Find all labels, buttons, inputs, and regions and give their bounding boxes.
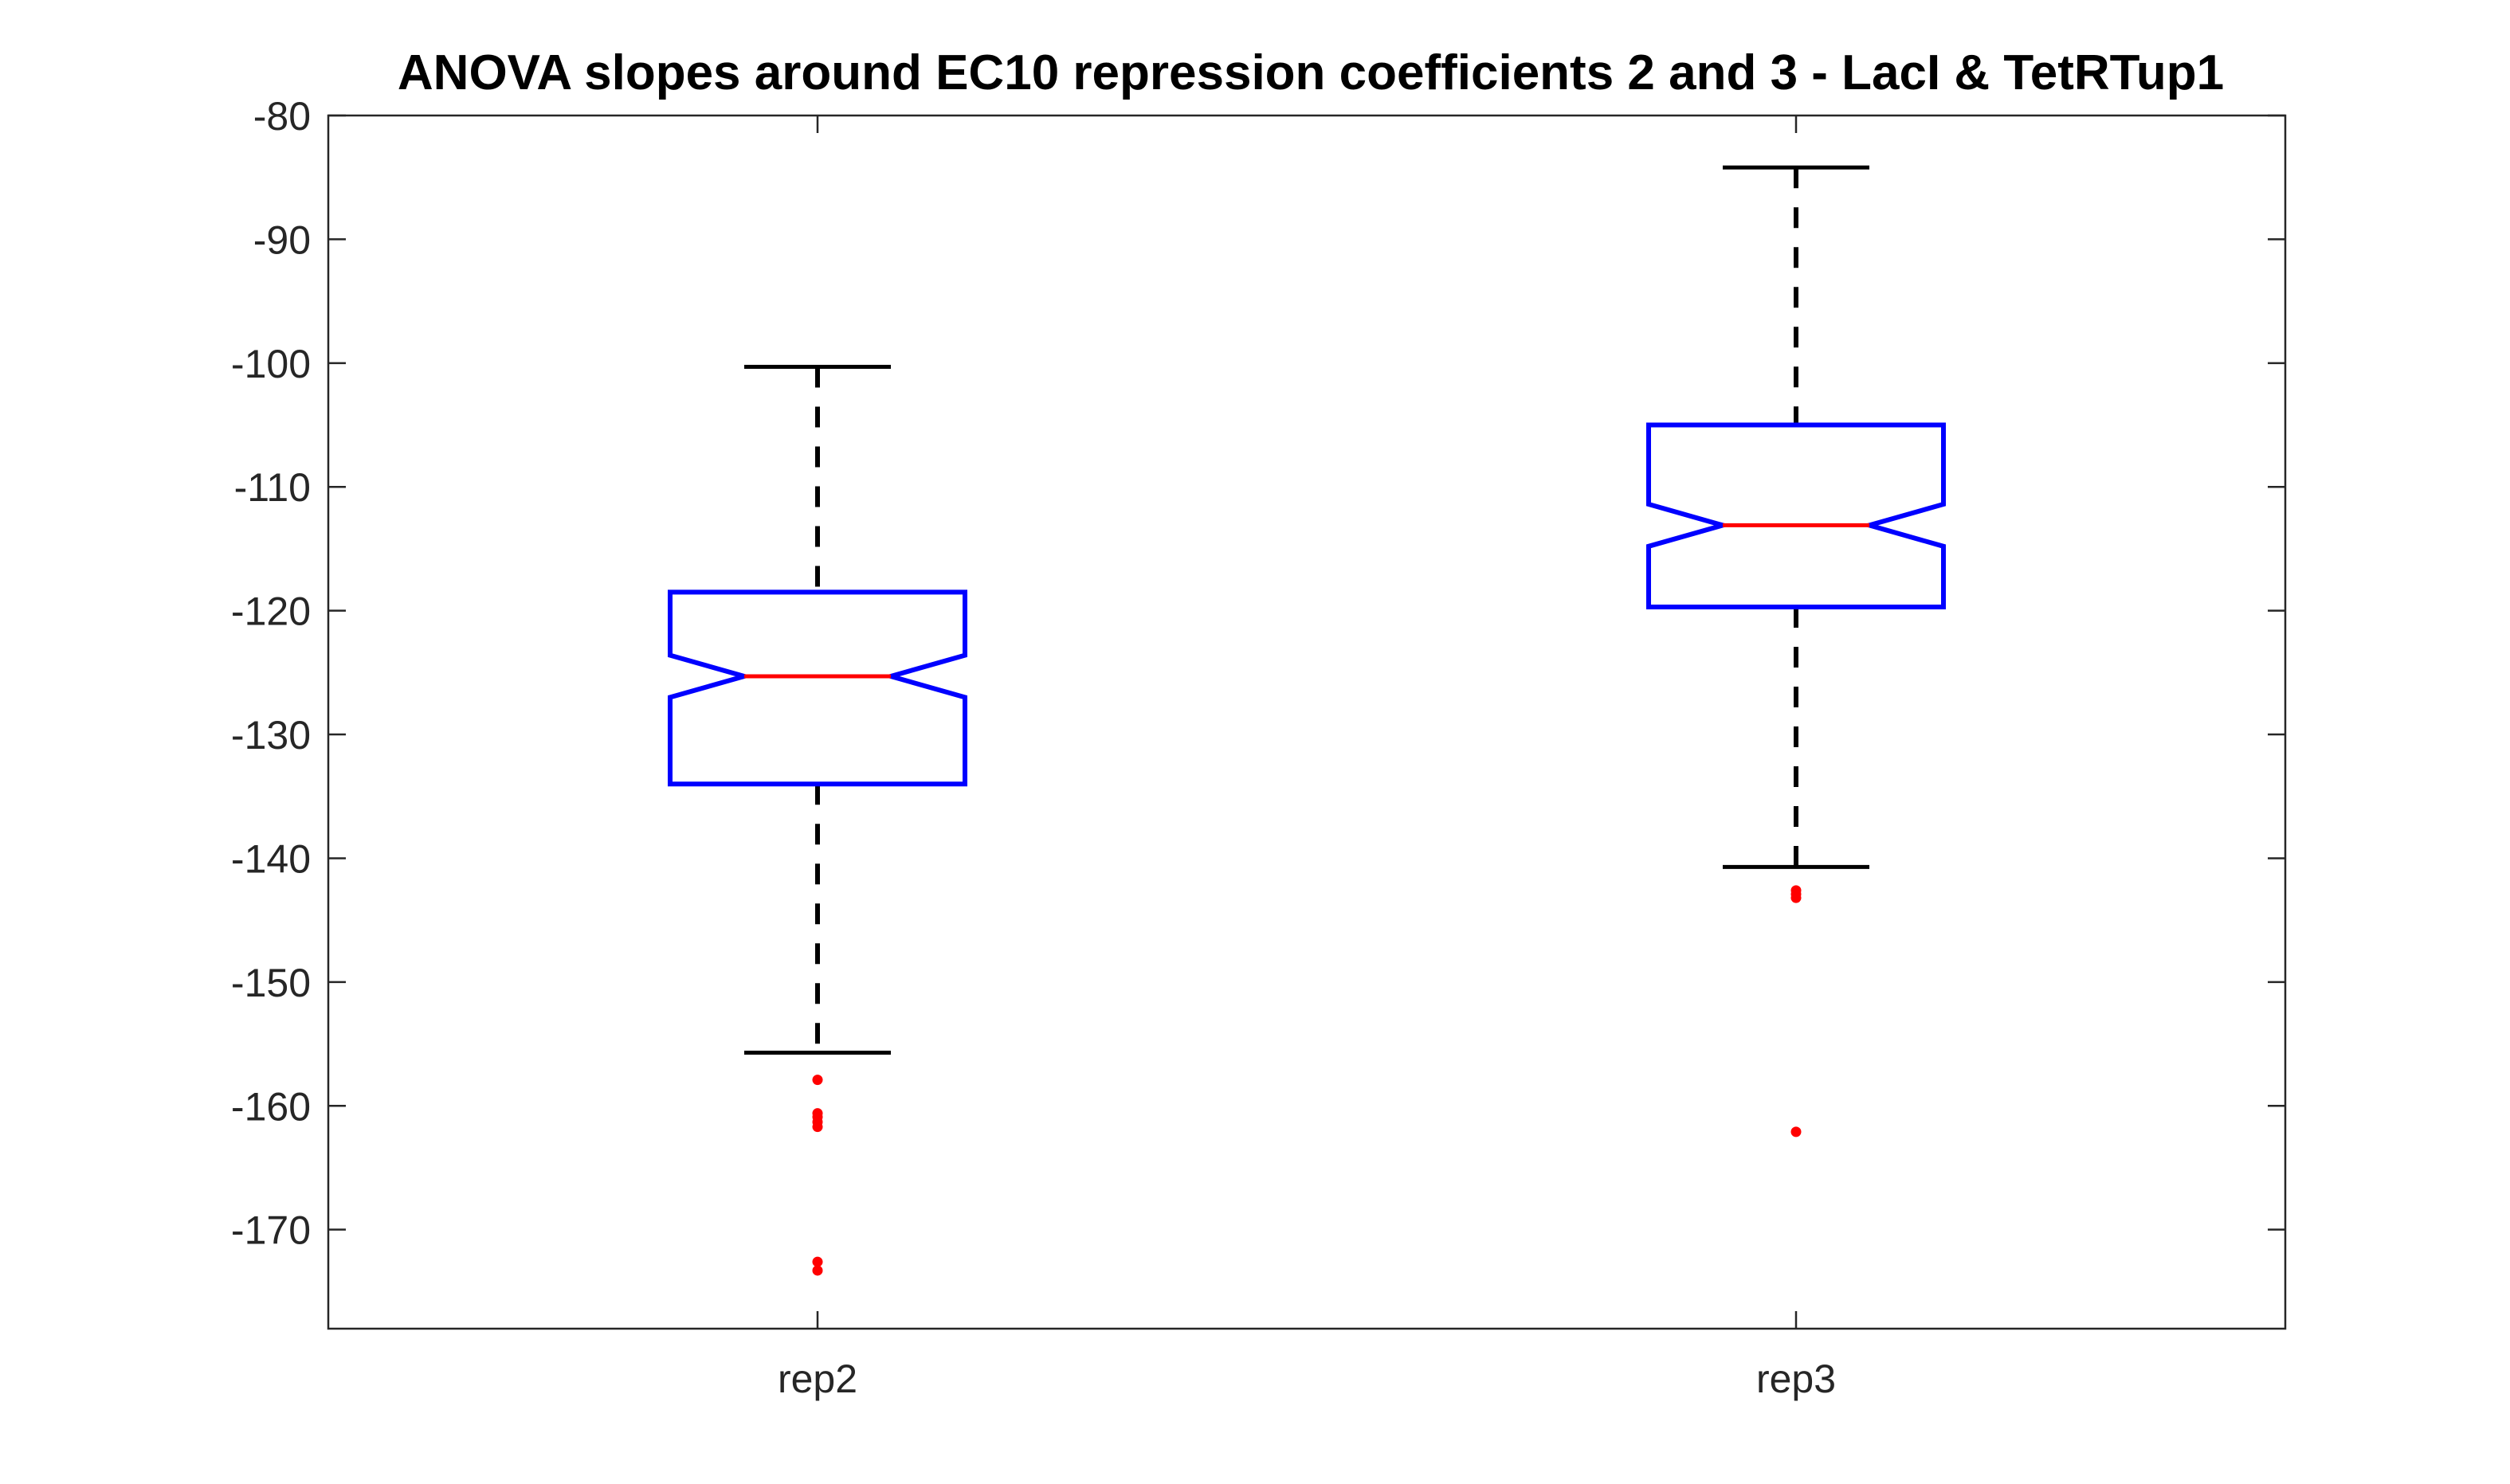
notched-box [1646,422,1946,609]
box-rep3 [1646,165,1946,1137]
box-rep2 [668,364,967,1276]
y-tick-label: -150 [231,961,311,1005]
y-tick-label: -160 [231,1084,311,1129]
plot-area-frame [327,114,2287,1330]
notched-box [668,589,967,787]
x-tick-label: rep3 [1756,1357,1836,1401]
y-tick-label: -80 [253,94,311,139]
y-axis: -170 -160 -150 -140 -130 -120 -110 -100 -90 -80 [231,94,2285,1253]
outlier-point [812,1265,823,1276]
outlier-point [1790,1126,1802,1137]
outlier-point [812,1122,823,1133]
y-tick-label: -90 [253,217,311,262]
y-tick-label: -170 [231,1208,311,1253]
outlier-point [1790,892,1802,903]
x-tick-label: rep2 [778,1357,857,1401]
y-tick-label: -130 [231,713,311,758]
y-tick-label: -110 [234,465,311,510]
x-axis: rep2 rep3 [778,116,1836,1401]
boxes-layer [668,165,1946,1276]
y-tick-label: -140 [231,836,311,881]
chart-title: ANOVA slopes around EC10 repression coef… [398,45,2224,100]
outlier-point [812,1256,823,1267]
y-tick-label: -120 [231,589,311,634]
y-tick-label: -100 [231,342,311,386]
outlier-point [812,1075,823,1086]
